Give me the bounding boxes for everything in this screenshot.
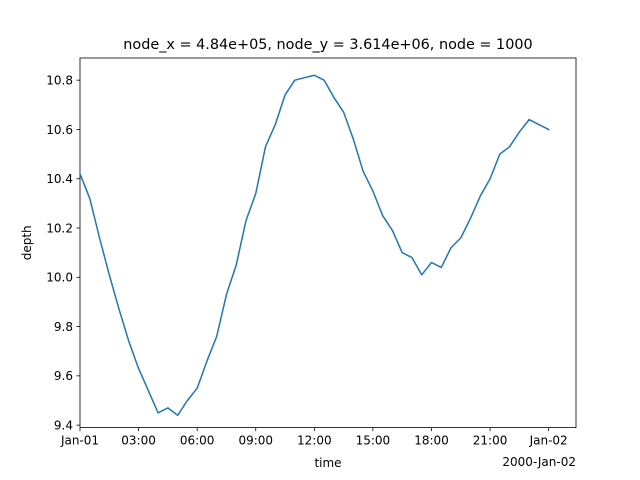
plot-area: [79, 57, 577, 429]
chart-title: node_x = 4.84e+05, node_y = 3.614e+06, n…: [123, 37, 532, 53]
depth-series-line: [79, 74, 550, 417]
x-tick-label: 09:00: [238, 434, 273, 448]
y-tick-label: 10.0: [46, 271, 73, 285]
x-tick-label: 03:00: [121, 434, 156, 448]
y-tick-label: 10.8: [46, 73, 73, 87]
y-axis-ticks: 9.4 9.6 9.8 10.0 10.2 10.4 10.6 10.8: [46, 73, 80, 432]
x-tick-label: 06:00: [180, 434, 215, 448]
plot-frame: [79, 57, 577, 429]
y-tick-label: 10.2: [46, 221, 73, 235]
x-tick-label: 21:00: [473, 434, 508, 448]
y-tick-label: 9.8: [54, 320, 73, 334]
x-tick-label: 18:00: [414, 434, 449, 448]
y-tick-label: 9.4: [54, 418, 73, 432]
x-axis-ticks: Jan-01 03:00 06:00 09:00 12:00 15:00 18:00 21:0…: [60, 427, 568, 448]
y-tick-label: 10.6: [46, 123, 73, 137]
y-axis-label: depth: [20, 225, 34, 260]
x-tick-label: 12:00: [297, 434, 332, 448]
x-axis-offset-label: 2000-Jan-02: [502, 455, 576, 469]
x-axis-label: time: [314, 456, 341, 470]
x-tick-label: 15:00: [356, 434, 391, 448]
y-tick-label: 9.6: [54, 369, 73, 383]
x-tick-label: Jan-01: [60, 434, 99, 448]
x-tick-label: Jan-02: [529, 434, 568, 448]
y-tick-label: 10.4: [46, 172, 73, 186]
